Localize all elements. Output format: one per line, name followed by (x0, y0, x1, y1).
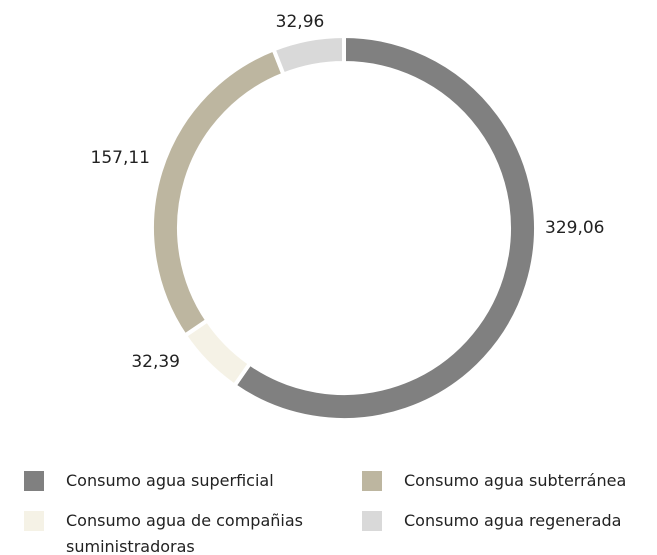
legend-swatch (24, 471, 44, 491)
legend-label: Consumo agua de compañias suministradora… (66, 511, 303, 555)
data-label: 32,39 (131, 352, 180, 372)
legend-swatch (362, 511, 382, 531)
donut-segment (270, 33, 346, 78)
legend-item: Consumo agua subterránea (362, 468, 657, 494)
legend-item: Consumo agua superficial (24, 468, 331, 494)
data-label: 157,11 (91, 148, 150, 168)
legend-swatch (362, 471, 382, 491)
legend-label: Consumo agua subterránea (404, 471, 627, 490)
legend-swatch (24, 511, 44, 531)
legend-item: Consumo agua regenerada (362, 508, 657, 534)
legend-item: Consumo agua de compañias suministradora… (24, 508, 331, 555)
donut-segment (150, 46, 287, 339)
legend-label: Consumo agua superficial (66, 471, 274, 490)
data-label: 329,06 (545, 218, 604, 238)
legend-label: Consumo agua regenerada (404, 511, 622, 530)
donut-segment (231, 33, 538, 422)
data-label: 32,96 (276, 12, 325, 32)
chart: 329,06 32,39 157,11 32,96 (91, 12, 604, 422)
